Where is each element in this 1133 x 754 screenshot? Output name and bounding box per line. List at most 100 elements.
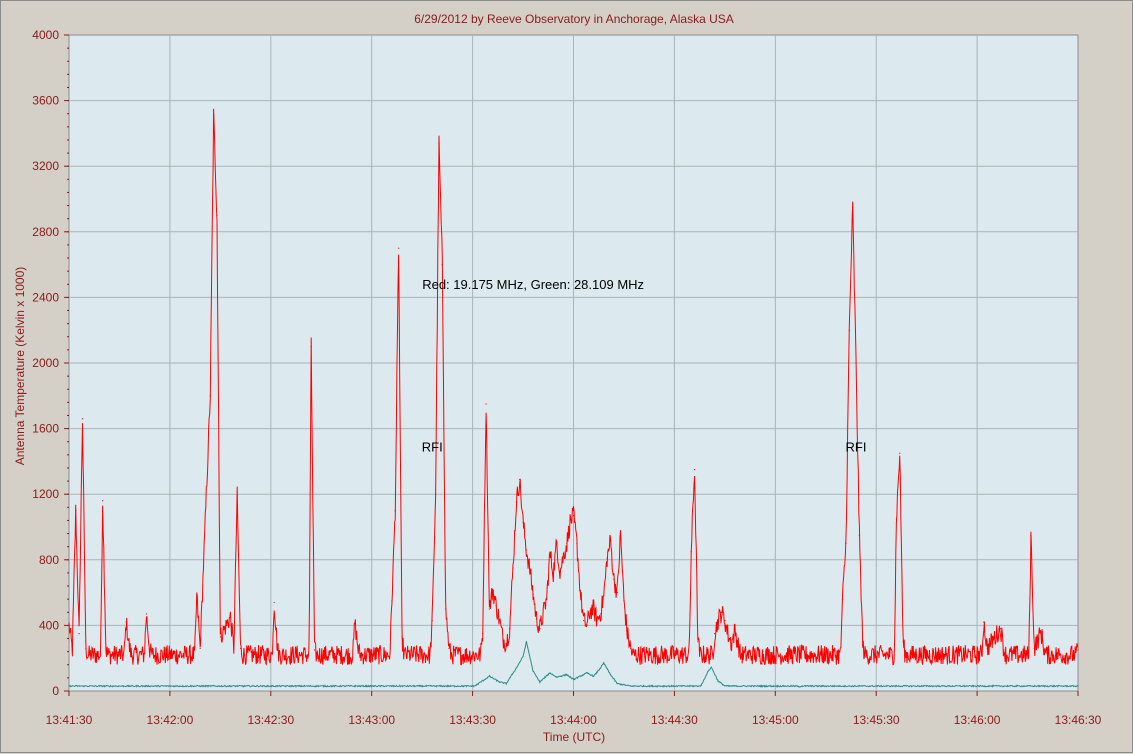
data-point — [606, 557, 608, 559]
data-point — [233, 647, 235, 649]
data-point — [529, 569, 531, 571]
data-point — [535, 618, 538, 620]
data-point — [85, 647, 87, 649]
data-point — [398, 247, 400, 249]
data-point — [145, 613, 147, 615]
grid — [69, 35, 1078, 691]
data-point — [710, 666, 712, 668]
data-point — [495, 605, 497, 607]
data-point — [78, 633, 80, 635]
data-point — [1043, 649, 1045, 651]
data-point — [354, 621, 356, 623]
data-point — [525, 549, 528, 551]
data-point — [613, 578, 615, 581]
data-point — [102, 500, 104, 502]
data-point — [236, 495, 238, 497]
data-point — [310, 346, 312, 348]
data-point — [508, 628, 511, 630]
data-point — [445, 608, 447, 610]
y-tick-label: 3200 — [32, 159, 59, 173]
data-point — [1000, 628, 1002, 630]
x-tick-label: 13:45:00 — [752, 713, 799, 727]
data-point — [727, 634, 729, 636]
data-point — [700, 684, 702, 686]
data-point — [475, 684, 477, 686]
y-tick-label: 4000 — [32, 28, 59, 42]
data-point — [609, 539, 612, 541]
data-point — [845, 542, 847, 545]
data-point — [488, 675, 491, 677]
data-point — [589, 610, 591, 612]
data-point — [498, 619, 501, 622]
data-point — [219, 636, 221, 638]
data-point — [105, 649, 107, 651]
data-point — [209, 395, 211, 397]
data-point — [848, 329, 850, 331]
data-point — [603, 595, 605, 597]
data-point — [522, 655, 524, 658]
data-point — [895, 518, 897, 520]
data-point — [549, 672, 551, 674]
data-point — [599, 613, 602, 615]
x-tick-label: 13:44:30 — [651, 713, 698, 727]
data-point — [593, 675, 595, 677]
data-point — [505, 683, 507, 685]
data-point — [71, 649, 73, 651]
data-point — [724, 685, 726, 687]
series-line-0 — [68, 108, 1079, 666]
x-tick-label: 13:41:30 — [46, 713, 93, 727]
chart-title: 6/29/2012 by Reeve Observatory in Anchor… — [414, 12, 734, 26]
x-tick-label: 13:45:30 — [853, 713, 900, 727]
data-point — [539, 681, 541, 683]
y-tick-label: 0 — [52, 684, 59, 698]
data-point — [714, 633, 716, 635]
data-point — [576, 542, 578, 545]
data-point — [566, 542, 568, 545]
y-tick-label: 1600 — [32, 422, 59, 436]
annotation-label: RFI — [846, 440, 867, 455]
data-point — [199, 647, 201, 649]
data-point — [852, 206, 854, 208]
data-point — [707, 670, 709, 672]
data-point — [862, 644, 864, 646]
x-tick-labels: 13:41:30 13:42:00 13:42:30 13:43:00 13:43:30… — [46, 713, 1102, 727]
data-point — [697, 641, 699, 643]
data-point — [619, 532, 622, 535]
data-point — [532, 670, 534, 672]
data-point — [515, 501, 517, 503]
data-point — [579, 590, 581, 592]
data-point — [730, 642, 733, 645]
y-tick-label: 3600 — [32, 94, 59, 108]
data-point — [593, 608, 595, 610]
data-point — [572, 678, 575, 681]
data-point — [586, 672, 588, 674]
y-minor-ticks — [64, 34, 1079, 696]
data-point — [616, 683, 618, 685]
data-point — [623, 600, 625, 602]
data-point — [572, 514, 575, 517]
data-point — [858, 534, 860, 536]
data-point — [81, 418, 84, 420]
data-point — [519, 478, 521, 481]
data-point — [549, 552, 551, 554]
data-point — [798, 686, 800, 688]
x-tick-label: 13:43:00 — [348, 713, 395, 727]
data-point — [196, 595, 198, 597]
data-point — [216, 214, 218, 216]
data-point — [552, 572, 554, 574]
y-tick-label: 2800 — [32, 225, 59, 239]
y-tick-label: 400 — [39, 618, 59, 632]
data-point — [801, 685, 803, 687]
data-point — [391, 600, 393, 602]
y-axis-label: Antenna Temperature (Kelvin x 1000) — [13, 267, 27, 466]
data-point — [125, 621, 127, 623]
data-point — [68, 624, 70, 627]
data-point — [239, 647, 242, 649]
y-tick-label: 1200 — [32, 487, 59, 501]
y-tick-label: 2400 — [32, 290, 59, 304]
data-point — [441, 264, 443, 266]
data-point — [482, 633, 484, 635]
data-point — [559, 570, 561, 572]
data-point — [717, 619, 719, 622]
x-tick-label: 13:46:30 — [1055, 713, 1102, 727]
